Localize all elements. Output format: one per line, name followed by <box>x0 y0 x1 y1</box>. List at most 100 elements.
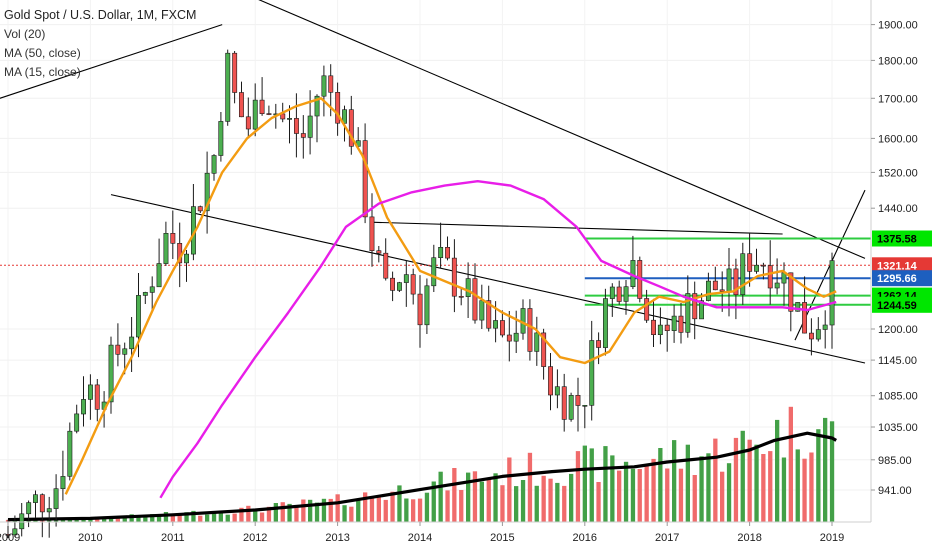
volume-bar <box>363 492 368 522</box>
candle-body <box>754 264 760 272</box>
volume-bar <box>569 473 574 522</box>
candle-body <box>74 413 80 432</box>
candle-body <box>582 404 588 407</box>
volume-bar <box>466 472 471 522</box>
volume-bar <box>390 491 395 522</box>
volume-bar <box>369 497 375 522</box>
price-tag <box>872 230 932 247</box>
volume-bar <box>493 473 498 522</box>
price-tag <box>872 296 932 313</box>
volume-bar <box>198 515 203 522</box>
y-tick-label: 1700.00 <box>878 93 918 105</box>
indicator-volume[interactable]: Vol (20) <box>4 27 46 41</box>
volume-bar <box>301 499 306 522</box>
candle-body <box>486 300 492 329</box>
candle-body <box>149 286 155 293</box>
candle-body <box>774 282 780 289</box>
volume-bar <box>239 507 244 522</box>
volume-bar <box>562 485 567 522</box>
y-tick-label: 1900.00 <box>878 20 918 32</box>
price-tag-label: 1375.58 <box>877 234 917 246</box>
volume-bar <box>507 457 512 522</box>
y-tick-label: 941.00 <box>878 485 912 497</box>
indicator-ma-15[interactable]: MA (15, close) <box>4 65 81 79</box>
candle-body <box>802 302 808 334</box>
volume-bar <box>143 516 148 522</box>
candle-body <box>67 430 73 477</box>
candle-body <box>136 295 141 338</box>
candle-body <box>26 502 32 515</box>
candle-body <box>232 52 238 93</box>
volume-bar <box>294 506 299 522</box>
trendline[interactable] <box>222 0 866 259</box>
volume-bar <box>678 468 684 522</box>
x-tick-label: 2014 <box>408 532 432 544</box>
candle-body <box>32 494 38 503</box>
candle-body <box>60 476 66 489</box>
candle-body <box>822 324 828 330</box>
candle-body <box>245 116 251 130</box>
volume-bar <box>823 417 828 522</box>
x-tick-label: 2009 <box>0 532 20 544</box>
volume-bar <box>232 513 237 522</box>
volume-bar <box>404 498 409 522</box>
volume-bar <box>95 519 100 522</box>
candle-body <box>142 292 148 296</box>
volume-bar <box>287 503 292 522</box>
candle-body <box>767 265 773 289</box>
y-tick-label: 1600.00 <box>878 133 918 145</box>
candle-body <box>561 386 567 420</box>
candle-body <box>362 140 368 218</box>
volume-bar <box>280 502 285 522</box>
trendline[interactable] <box>110 194 866 364</box>
candle-body <box>53 488 59 509</box>
volume-bar <box>706 453 711 522</box>
volume-bar <box>713 438 718 522</box>
price-tag-label: 1244.59 <box>877 300 917 312</box>
indicator-ma-50[interactable]: MA (50, close) <box>4 46 81 60</box>
candle-body <box>445 247 450 259</box>
candle-body <box>12 528 18 536</box>
trendlines <box>0 0 866 364</box>
candle-body <box>575 394 581 406</box>
candle-body <box>431 257 437 287</box>
candle-body <box>678 315 684 333</box>
candle-body <box>5 534 11 536</box>
candle-body <box>596 340 602 348</box>
candle-body <box>204 172 210 212</box>
candle-body <box>760 264 766 267</box>
chart-legend: Gold Spot / U.S. Dollar, 1M, FXCM Vol (2… <box>4 6 196 82</box>
volume-bar <box>768 451 773 522</box>
candle-body <box>122 348 128 355</box>
candle-body <box>664 324 670 332</box>
candle-body <box>369 216 375 251</box>
volume-bar <box>60 519 66 522</box>
x-tick-label: 2017 <box>655 532 679 544</box>
candle-body <box>300 133 306 138</box>
candle-body <box>259 99 265 114</box>
candle-body <box>458 295 464 298</box>
volume-bar <box>205 514 210 522</box>
price-tag-label: 1321.14 <box>877 260 918 272</box>
volume-bar <box>266 506 272 522</box>
volume-bar <box>342 505 347 522</box>
ma-50-line <box>159 180 837 499</box>
ma-15-line <box>64 97 837 495</box>
candle-body <box>705 280 711 301</box>
volume-bar <box>733 437 739 522</box>
price-tag <box>872 257 932 274</box>
volume-bar <box>754 444 759 522</box>
volume-bar <box>775 419 780 522</box>
candle-body <box>726 268 732 292</box>
x-tick-label: 2012 <box>243 532 267 544</box>
candle-body <box>527 308 533 352</box>
candle-body <box>19 513 25 530</box>
x-tick-label: 2018 <box>737 532 761 544</box>
trendline[interactable] <box>0 24 223 99</box>
volume-bar <box>692 475 697 522</box>
volume-bar <box>211 511 217 522</box>
volume-bar <box>259 512 265 522</box>
y-axis-ticks: 1900.00 1800.00 1700.00 1600.00 1520.00 1440.… <box>871 20 918 497</box>
volume-bar <box>809 452 814 522</box>
